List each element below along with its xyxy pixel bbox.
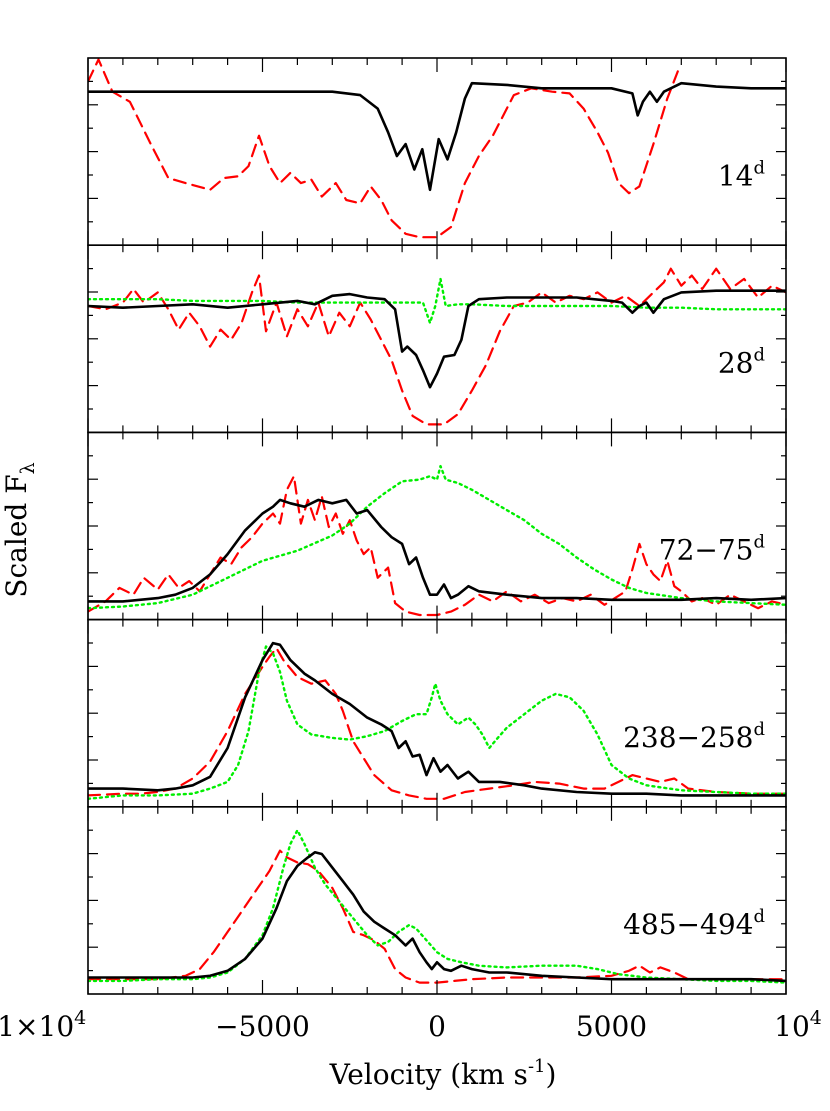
panel-series-group [88,464,786,617]
panel-series-group [88,829,786,984]
series-line-red [88,647,786,800]
panel-frame [87,244,787,434]
series-line-black [88,81,786,192]
x-tick-label: 0 [428,1010,446,1043]
panel-2: 28d [87,244,787,434]
panel-3: 72−75d [87,431,787,621]
x-axis-label: Velocity (km s-1) [329,1056,557,1091]
series-line-red [88,58,679,239]
panel-1: 14d [87,57,787,246]
panel-series-group [88,267,786,426]
series-line-green [88,829,786,984]
panel-frame [87,431,787,621]
x-tick-labels: −1×104 −5000 0 5000 104 [0,1007,822,1043]
series-line-black [88,851,786,983]
panel-epoch-label: 14d [718,157,765,192]
panel-4: 238−258d [87,618,787,808]
panel-epoch-label: 72−75d [659,532,765,567]
series-line-green [88,464,786,610]
panels-layer: 14d 28d 72−75d 238−258d 485−494d −1×104 −5000 0… [0,57,822,1043]
x-tick-label: −1×104 [0,1007,86,1043]
x-tick-label: 5000 [576,1010,647,1043]
panel-5: 485−494d [87,805,787,995]
panel-epoch-label: 28d [718,344,765,379]
series-line-black [88,641,786,797]
x-axis-label-sup: -1 [528,1056,546,1077]
panel-epoch-label: 238−258d [623,719,765,754]
series-line-green [88,645,786,800]
series-line-green [88,277,786,325]
series-line-red [88,267,786,426]
panel-series-group [88,641,786,800]
axis-labels-layer: Velocity (km s-1) Scaled Fλ [0,462,556,1091]
x-tick-label: −5000 [215,1010,310,1043]
series-line-red [88,475,786,617]
panel-epoch-label: 485−494d [623,906,765,941]
panel-frame [87,805,787,995]
panel-series-group [88,58,786,239]
y-axis-label-sub: λ [17,462,39,474]
x-tick-label: 104 [774,1007,822,1043]
x-axis-label-end: ) [545,1058,556,1091]
series-line-black [88,289,786,389]
y-axis-label: Scaled Fλ [0,462,39,597]
series-line-black [88,498,786,603]
